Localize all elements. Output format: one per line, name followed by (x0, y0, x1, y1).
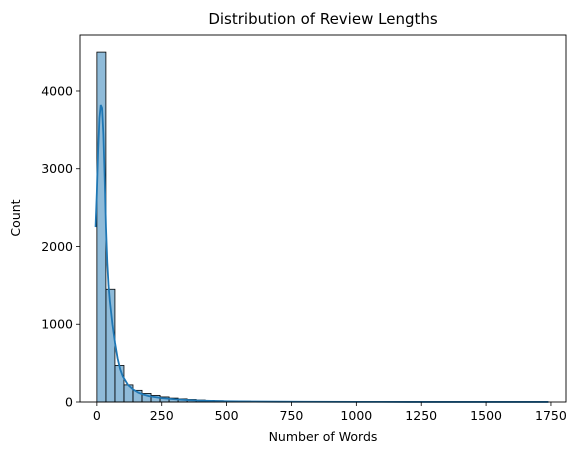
y-tick-label: 1000 (41, 317, 73, 332)
histogram-bars (96, 51, 549, 403)
y-tick-label: 2000 (41, 239, 73, 254)
y-tick-label: 0 (65, 395, 73, 410)
x-tick-label: 500 (215, 408, 239, 423)
y-tick-label: 4000 (41, 83, 73, 98)
x-tick-label: 1750 (535, 408, 567, 423)
y-tick-label: 3000 (41, 161, 73, 176)
kde-layer (94, 104, 549, 403)
x-tick-label: 1000 (340, 408, 372, 423)
x-axis-label: Number of Words (269, 429, 378, 444)
y-axis-label: Count (8, 199, 23, 236)
x-tick-label: 1500 (470, 408, 502, 423)
x-axis-ticks: 0 250 500 750 1000 1250 1500 1750 (93, 402, 567, 423)
chart-title: Distribution of Review Lengths (208, 10, 438, 28)
y-axis-ticks: 0 1000 2000 3000 4000 (41, 83, 80, 410)
plot-frame (79, 34, 567, 403)
histogram-bar (114, 365, 125, 403)
histogram-bar (96, 51, 107, 403)
x-tick-label: 250 (150, 408, 174, 423)
x-tick-label: 750 (280, 408, 304, 423)
kde-curve (94, 104, 549, 403)
x-tick-label: 1250 (405, 408, 437, 423)
x-tick-label: 0 (93, 408, 101, 423)
